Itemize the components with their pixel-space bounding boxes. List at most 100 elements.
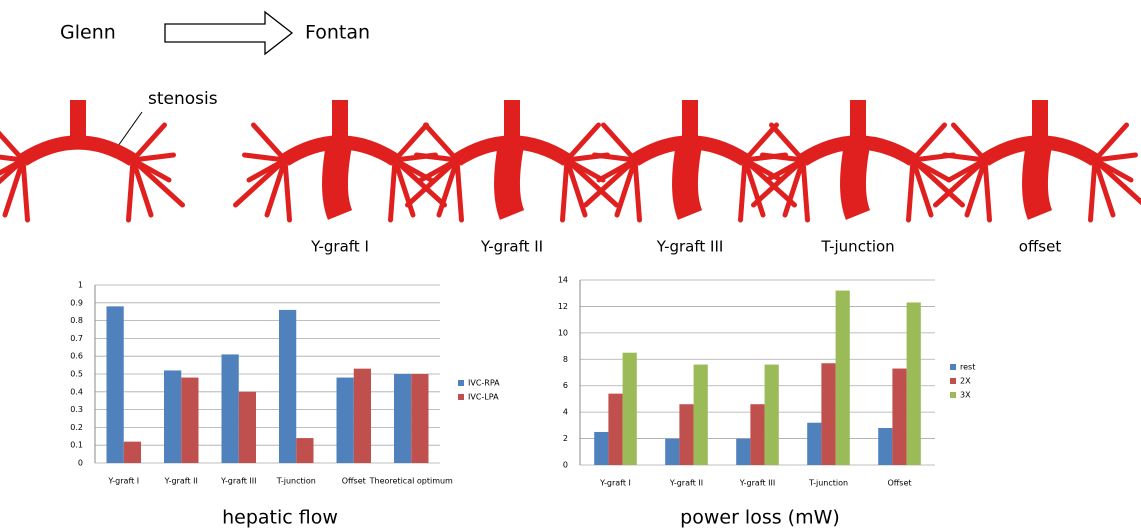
stenosis-label: stenosis <box>148 89 218 109</box>
bar <box>665 439 679 465</box>
vessel <box>685 140 690 215</box>
bar <box>623 353 637 465</box>
vessel <box>335 140 340 215</box>
vessel-branch <box>285 160 290 220</box>
vessel <box>1035 140 1040 215</box>
figure: Glenn Fontan stenosis Y-graft I Y-graft I… <box>0 0 1141 532</box>
y-tick-label: 0.9 <box>70 298 83 307</box>
bar <box>124 442 141 463</box>
vessel-branch <box>1091 160 1096 220</box>
legend-swatch <box>950 392 956 398</box>
bar <box>279 310 296 463</box>
vessel-branch <box>803 160 808 220</box>
legend-label: rest <box>960 363 975 372</box>
x-axis-title: hepatic flow <box>222 507 338 529</box>
vessel-branch <box>563 160 568 220</box>
vessel <box>853 140 858 215</box>
vessel-branch <box>23 160 28 220</box>
bar <box>239 392 256 463</box>
y-tick-label: 0 <box>563 461 568 470</box>
y-tick-label: 0.4 <box>70 387 83 396</box>
legend-swatch <box>458 380 464 386</box>
glenn-label: Glenn <box>60 22 116 44</box>
x-tick-label: Y-graft II <box>164 477 198 486</box>
bar <box>907 302 921 465</box>
bar <box>222 354 239 463</box>
bar <box>736 439 750 465</box>
arrow <box>165 12 292 54</box>
model-label: Y-graft II <box>480 238 543 256</box>
y-tick-label: 8 <box>563 355 568 364</box>
legend-swatch <box>950 378 956 384</box>
bar <box>394 374 411 463</box>
bar <box>836 291 850 465</box>
x-axis-title: power loss (mW) <box>680 507 840 529</box>
bar <box>337 378 354 463</box>
legend-label: IVC-LPA <box>468 393 499 402</box>
x-tick-label: Theoretical optimum <box>369 477 453 486</box>
vessel-branch <box>985 160 990 220</box>
x-tick-label: Y-graft I <box>107 477 139 486</box>
bar <box>354 369 371 463</box>
vessel-branch <box>391 160 396 220</box>
vessel-branch <box>457 160 462 220</box>
legend-label: 2X <box>960 377 971 386</box>
y-tick-label: 14 <box>558 276 568 285</box>
vessel <box>23 143 133 161</box>
x-tick-label: Offset <box>342 477 366 486</box>
x-tick-label: Y-graft III <box>220 477 257 486</box>
y-tick-label: 2 <box>563 434 568 443</box>
legend-label: IVC-RPA <box>468 379 500 388</box>
bar <box>181 378 198 463</box>
x-tick-label: T-junction <box>808 479 848 488</box>
bar <box>679 404 693 465</box>
x-tick-label: T-junction <box>276 477 316 486</box>
legend-label: 3X <box>960 391 971 400</box>
vessel-models <box>0 100 1141 220</box>
y-tick-label: 0.2 <box>70 423 83 432</box>
y-tick-label: 0.8 <box>70 316 83 325</box>
y-tick-label: 6 <box>563 381 568 390</box>
vessel-branch <box>909 160 914 220</box>
model-label: offset <box>1019 238 1062 256</box>
model-label: T-junction <box>820 238 894 256</box>
x-tick-label: Y-graft I <box>599 479 631 488</box>
bar <box>594 432 608 465</box>
bar <box>608 394 622 465</box>
bar <box>765 365 779 465</box>
y-tick-label: 1 <box>78 281 83 290</box>
y-tick-label: 12 <box>558 302 568 311</box>
y-tick-label: 0.6 <box>70 352 83 361</box>
y-tick-label: 0.3 <box>70 405 83 414</box>
fontan-label: Fontan <box>305 22 370 44</box>
bar <box>878 428 892 465</box>
bar <box>296 438 313 463</box>
y-tick-label: 0.1 <box>70 441 83 450</box>
x-tick-label: Offset <box>887 479 911 488</box>
bar <box>821 363 835 465</box>
bar <box>807 423 821 465</box>
vessel <box>507 140 512 215</box>
bar <box>750 404 764 465</box>
bar <box>892 369 906 465</box>
y-tick-label: 4 <box>563 408 568 417</box>
x-tick-label: Y-graft II <box>669 479 703 488</box>
annotation-arrow <box>118 112 142 146</box>
vessel-branch <box>635 160 640 220</box>
model-label: Y-graft III <box>656 238 724 256</box>
legend-swatch <box>950 364 956 370</box>
vessel-branch <box>0 125 23 160</box>
vessel-branch <box>741 160 746 220</box>
x-tick-label: Y-graft III <box>739 479 776 488</box>
y-tick-label: 0 <box>78 459 83 468</box>
y-tick-label: 10 <box>558 328 568 337</box>
y-tick-label: 0.5 <box>70 370 83 379</box>
y-tick-label: 0.7 <box>70 334 83 343</box>
vessel-branch <box>129 160 134 220</box>
bar <box>411 374 428 463</box>
model-label: Y-graft I <box>310 238 369 256</box>
bar <box>107 306 124 463</box>
bar <box>164 370 181 463</box>
bar <box>694 365 708 465</box>
legend-swatch <box>458 394 464 400</box>
